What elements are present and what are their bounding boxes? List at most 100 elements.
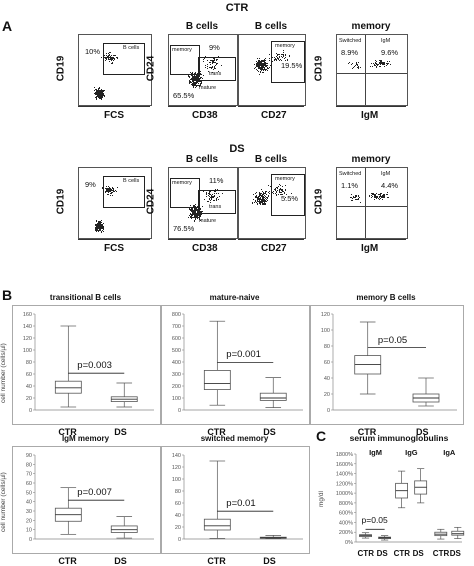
flow-plot-ds-1: B cells 9%: [78, 167, 152, 239]
gate-percentage: 9%: [85, 180, 96, 189]
y-tick-label: 0%: [345, 540, 353, 546]
boxplot-svg: 0 20 40 60 80 100 120: [321, 312, 457, 414]
gate-label: B cells: [123, 178, 140, 184]
boxplot-svg: 0 20 40 60 80 100 120 140 160: [23, 312, 154, 414]
flow-plot-ds-3: memory 5.5%: [238, 167, 306, 239]
group-label-igg: IgG: [405, 448, 418, 457]
x-axis-label: CD27: [261, 243, 287, 254]
gate-percentage: 10%: [85, 47, 101, 56]
y-tick-label: 80: [26, 462, 32, 468]
category-label-ds: DS: [263, 427, 276, 437]
category-label-ctr: CTR: [432, 549, 450, 558]
y-tick-label: 80: [324, 344, 330, 350]
y-tick-label: 80: [175, 489, 181, 495]
y-tick-label: 40: [175, 513, 181, 519]
y-tick-label: 60: [26, 481, 32, 487]
box-ctr: [203, 460, 231, 539]
gate-memory: [271, 41, 305, 83]
group-label-igm: IgM: [369, 448, 382, 457]
y-axis-label: CD19: [55, 188, 67, 215]
chart-title: mature-naive: [209, 293, 260, 302]
boxplot-panel-4: 0 10 20 30 40 50 60 70 80 90: [12, 446, 161, 554]
category-label-ctr: CTR: [393, 549, 411, 558]
box-ds: [110, 516, 138, 539]
box-ds: [414, 468, 428, 504]
y-tick-label: 600: [172, 336, 181, 342]
boxplot-svg: 0 20 40 60 80 100 120 140: [172, 453, 303, 543]
gate-label: Switched: [339, 38, 362, 44]
category-label-ctr: CTR: [58, 427, 77, 437]
gate-label: memory: [275, 43, 295, 49]
flow-plot-title: memory: [351, 154, 391, 165]
x-axis-label: FCS: [104, 243, 124, 254]
gate-label: mature: [199, 218, 217, 224]
y-axis-label: CD19: [313, 55, 325, 82]
box-ctr: [203, 320, 231, 406]
x-axis-arrow: [238, 106, 304, 107]
gate-label: IgM: [381, 171, 391, 177]
y-tick-label: 700: [172, 324, 181, 330]
y-tick-label: 0: [29, 537, 32, 543]
y-tick-label: 90: [26, 453, 32, 459]
p-value-annotation: p=0.007: [77, 487, 112, 499]
y-tick-label: 100: [23, 348, 32, 354]
y-tick-label: 800%: [339, 501, 353, 507]
flow-plot-title: B cells: [185, 154, 219, 165]
x-axis-arrow: [336, 106, 406, 107]
gate-percentage: 11%: [209, 176, 224, 185]
y-tick-label: 20: [324, 392, 330, 398]
iqr-box: [203, 518, 231, 531]
iqr-box: [54, 380, 82, 394]
boxplot-panel-6: 0% 200% 400% 600% 800% 1000% 1200% 1400% 1600% 18…: [330, 446, 468, 552]
x-axis-label: CD38: [192, 243, 218, 254]
y-tick-label: 60: [324, 360, 330, 366]
x-axis-label: IgM: [361, 243, 379, 254]
category-label-ds: DS: [376, 549, 388, 558]
flow-plot-ds-4: Switched IgM 1.1% 4.4%: [336, 167, 408, 239]
x-axis-arrow: [78, 239, 150, 240]
x-axis-arrow: [168, 239, 236, 240]
gate-percentage: 9%: [209, 43, 220, 52]
gate-label: trans: [209, 204, 222, 210]
boxplot-panel-3: 0 20 40 60 80 100 120: [310, 305, 464, 425]
iqr-box: [451, 530, 465, 536]
x-axis-label: IgM: [361, 110, 379, 121]
x-axis-arrow: [78, 106, 150, 107]
category-label-ds: DS: [412, 549, 424, 558]
gate-label: Switched: [339, 171, 362, 177]
category-label-ctr: CTR: [207, 427, 226, 437]
boxplot-panel-2: 0 100 200 300 400 500 600 700 800: [161, 305, 310, 425]
y-tick-label: 60: [175, 501, 181, 507]
category-label-ctr: CTR: [357, 427, 377, 437]
gate-percentage: 1.1%: [341, 181, 359, 190]
y-tick-label: 1000%: [336, 491, 353, 497]
panel-c-letter: C: [316, 428, 327, 444]
gate-label: mature: [199, 85, 217, 91]
p-value-annotation: p=0.05: [361, 515, 388, 526]
y-tick-label: 1600%: [336, 462, 353, 468]
category-label-ds: DS: [449, 549, 461, 558]
y-axis-label: CD19: [55, 55, 67, 82]
gate-percentage: 9.6%: [381, 48, 399, 57]
x-axis-arrow: [238, 239, 304, 240]
y-tick-label: 20: [26, 518, 32, 524]
row-title-ds: DS: [229, 143, 245, 155]
y-tick-label: 0: [327, 408, 330, 414]
y-tick-label: 400%: [339, 520, 353, 526]
category-label-ds: DS: [114, 556, 127, 566]
y-tick-label: 0: [178, 408, 181, 414]
flow-plot-title: B cells: [185, 21, 219, 32]
flow-plot-ctr-3: memory 19.5%: [238, 34, 306, 106]
panel-b-letter: B: [2, 287, 13, 303]
gate-b-cells: [103, 176, 145, 208]
y-tick-label: 120: [321, 312, 330, 318]
gate-trans: [198, 190, 236, 214]
y-tick-label: 30: [26, 509, 32, 515]
y-axis-label: cell number (cells/µl): [0, 343, 7, 403]
category-label-ds: DS: [416, 427, 429, 437]
y-tick-label: 120: [23, 336, 32, 342]
chart-title: IgM memory: [61, 434, 110, 443]
flow-plot-ctr-4: Switched IgM 8.9% 9.6%: [336, 34, 408, 106]
y-axis-label: CD24: [145, 55, 157, 82]
y-tick-label: 10: [26, 528, 32, 534]
